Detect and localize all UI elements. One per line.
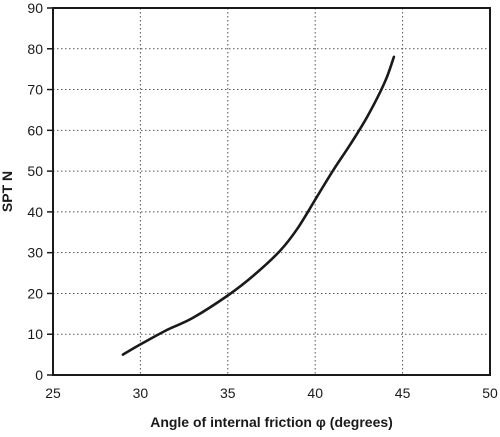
y-tick-label: 0	[35, 367, 43, 383]
series-line	[121, 55, 396, 356]
y-tick-label: 90	[27, 0, 43, 16]
grid	[53, 8, 490, 375]
x-axis-title: Angle of internal friction φ (degrees)	[150, 414, 393, 430]
y-tick-label: 10	[27, 326, 43, 342]
y-tick-label: 20	[27, 285, 43, 301]
y-tick-label: 50	[27, 163, 43, 179]
series-layer	[121, 55, 396, 356]
y-tick-label: 30	[27, 245, 43, 261]
x-tick-label: 45	[395, 385, 411, 401]
x-tick-label: 25	[45, 385, 61, 401]
x-tick-label: 50	[482, 385, 498, 401]
tick-labels: 25 30 35 40 45 50 0 10 20 30 40 50 60 70 80 90	[27, 0, 498, 401]
plot-frame	[52, 7, 491, 376]
y-tick-label: 60	[27, 122, 43, 138]
x-tick-label: 30	[133, 385, 149, 401]
y-axis-title: SPT N	[0, 171, 15, 212]
x-tick-label: 40	[307, 385, 323, 401]
y-tick-label: 40	[27, 204, 43, 220]
x-tick-label: 35	[220, 385, 236, 401]
y-tick-label: 80	[27, 41, 43, 57]
y-tick-label: 70	[27, 82, 43, 98]
